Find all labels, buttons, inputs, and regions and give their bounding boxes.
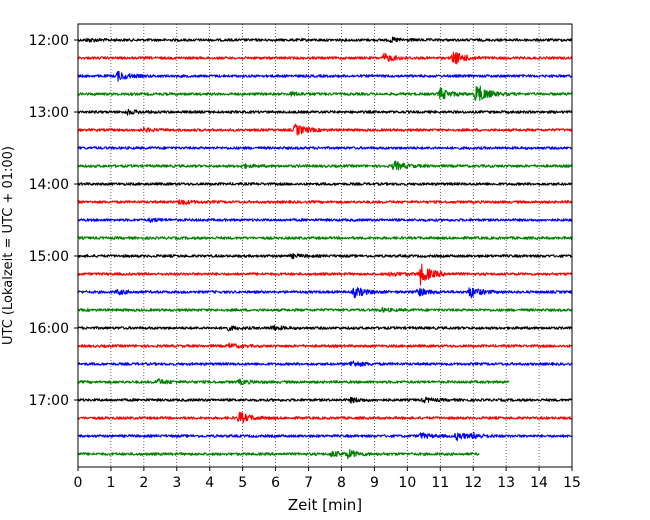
trace-1630 (77, 360, 573, 367)
x-tick-label: 15 (563, 475, 581, 491)
trace-1430 (77, 217, 573, 223)
x-tick-label: 12 (464, 475, 482, 491)
x-tick-label: 10 (398, 475, 416, 491)
trace-1345 (77, 160, 573, 171)
trace-1530 (77, 287, 573, 299)
x-tick-label: 7 (304, 475, 313, 491)
trace-1715 (77, 411, 573, 424)
x-tick-label: 0 (74, 475, 83, 491)
x-axis-title: Zeit [min] (288, 496, 362, 514)
trace-1330 (77, 146, 573, 150)
x-tick-label: 11 (431, 475, 449, 491)
seismic-traces (77, 36, 573, 459)
y-tick-label: 16:00 (29, 321, 69, 337)
trace-1745 (77, 449, 480, 459)
trace-1730 (77, 432, 572, 442)
y-axis-ticks: 12:00 13:00 14:00 15:00 16:00 17:00 (29, 33, 78, 409)
x-tick-label: 13 (497, 475, 515, 491)
trace-1245 (77, 85, 573, 102)
x-axis-ticks: 0 1 2 3 4 5 6 7 8 9 10 11 12 13 14 15 (74, 467, 581, 491)
x-tick-label: 1 (106, 475, 115, 491)
x-tick-label: 3 (172, 475, 181, 491)
y-tick-label: 14:00 (29, 177, 69, 193)
trace-1400 (77, 182, 573, 186)
trace-1500 (77, 252, 573, 260)
x-tick-label: 5 (238, 475, 247, 491)
y-tick-label: 12:00 (29, 33, 69, 49)
plot-frame (77, 23, 573, 468)
trace-1545 (77, 306, 572, 313)
y-axis-title: UTC (Lokalzeit = UTC + 01:00) (1, 146, 16, 345)
trace-1230 (77, 70, 573, 82)
y-tick-label: 15:00 (29, 249, 69, 265)
x-tick-label: 9 (370, 475, 379, 491)
trace-1445 (77, 236, 573, 240)
trace-1645 (77, 378, 510, 386)
y-tick-label: 13:00 (29, 105, 69, 121)
trace-1315 (77, 123, 573, 136)
x-tick-label: 2 (139, 475, 148, 491)
trace-1600 (77, 324, 573, 332)
x-tick-label: 6 (271, 475, 280, 491)
x-tick-label: 8 (337, 475, 346, 491)
grid-lines (110, 24, 540, 467)
trace-1200 (77, 36, 572, 44)
trace-1215 (77, 51, 573, 65)
x-tick-label: 4 (205, 475, 214, 491)
trace-1415 (77, 199, 573, 206)
trace-1515 (77, 263, 573, 286)
y-tick-label: 17:00 (29, 393, 69, 409)
x-tick-label: 14 (530, 475, 548, 491)
trace-1300 (77, 108, 573, 116)
trace-1700 (77, 396, 572, 404)
trace-1615 (77, 342, 573, 349)
